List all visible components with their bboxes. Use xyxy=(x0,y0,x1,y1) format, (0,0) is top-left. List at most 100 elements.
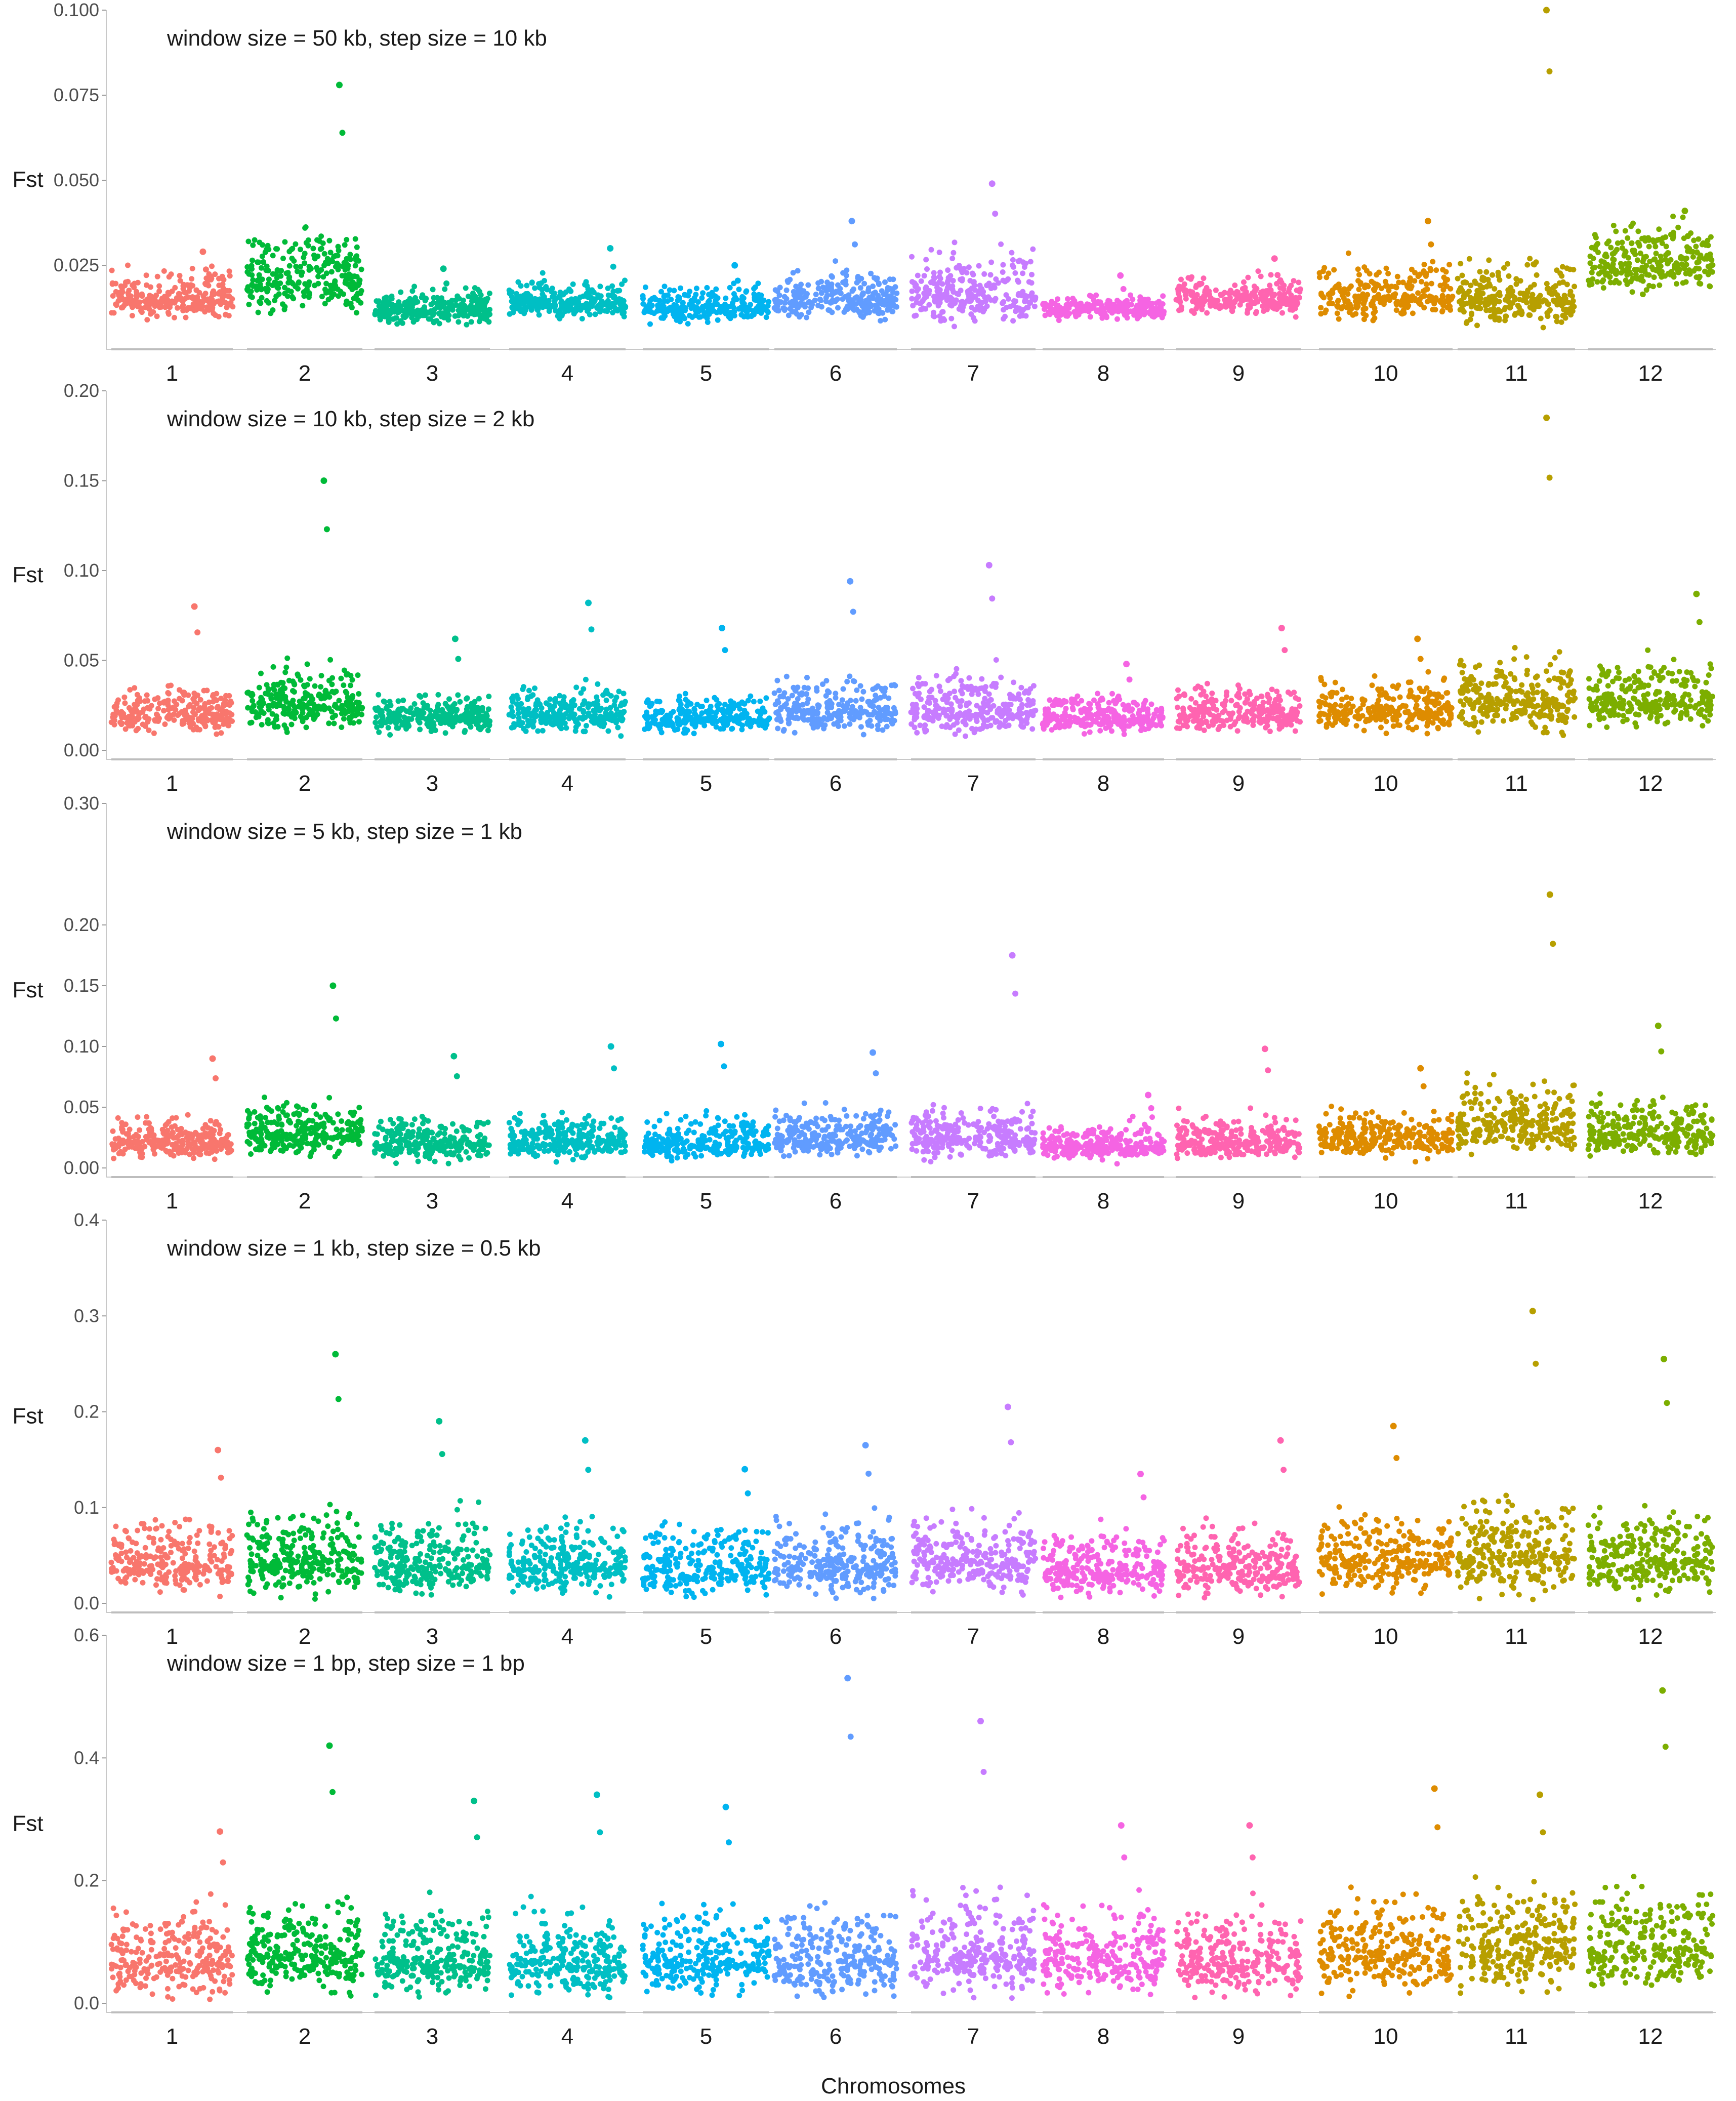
data-point xyxy=(1502,317,1508,324)
data-point xyxy=(1544,280,1550,287)
data-point xyxy=(923,257,929,263)
data-point xyxy=(311,252,317,258)
data-point xyxy=(536,302,543,308)
data-point xyxy=(352,236,358,242)
data-point xyxy=(1509,293,1515,299)
data-point xyxy=(138,308,144,314)
data-point xyxy=(941,292,947,298)
data-point xyxy=(598,723,604,729)
data-point xyxy=(191,705,197,711)
data-point xyxy=(544,287,550,293)
data-point xyxy=(322,301,328,307)
data-point xyxy=(1253,294,1259,300)
data-point xyxy=(1696,256,1702,262)
data-point xyxy=(841,723,847,729)
data-point xyxy=(1430,259,1436,265)
data-point xyxy=(618,297,624,303)
data-point xyxy=(739,305,745,311)
data-point xyxy=(422,295,428,301)
data-point xyxy=(301,293,307,299)
data-point xyxy=(1279,298,1286,304)
data-point xyxy=(299,715,305,721)
data-point xyxy=(190,726,196,733)
data-point xyxy=(570,697,576,703)
data-point xyxy=(1374,272,1380,278)
data-point xyxy=(299,272,305,278)
data-point xyxy=(421,710,427,716)
data-point xyxy=(1610,222,1617,228)
data-point xyxy=(605,728,611,734)
data-point xyxy=(960,308,966,314)
data-point xyxy=(949,256,956,261)
y-tick-label: 0.05 xyxy=(64,650,99,671)
data-point xyxy=(175,712,181,718)
data-point xyxy=(884,307,890,313)
data-point xyxy=(133,708,139,714)
data-point xyxy=(308,266,314,272)
data-point xyxy=(613,719,619,725)
data-point xyxy=(958,678,964,684)
data-point xyxy=(887,276,893,282)
data-point xyxy=(754,719,760,725)
data-point xyxy=(177,273,183,278)
data-point xyxy=(249,272,255,278)
data-point xyxy=(1268,272,1274,278)
data-point xyxy=(1020,307,1026,313)
data-point xyxy=(250,277,256,283)
data-point xyxy=(1003,304,1009,310)
data-point xyxy=(1316,274,1322,280)
data-point xyxy=(1181,281,1187,287)
data-point xyxy=(289,294,295,300)
data-point xyxy=(1632,252,1638,257)
data-point xyxy=(284,655,291,661)
data-point xyxy=(1401,303,1408,309)
data-point xyxy=(282,239,288,245)
data-point xyxy=(1608,245,1614,251)
data-point xyxy=(1527,256,1533,262)
data-point xyxy=(134,300,140,306)
data-point xyxy=(312,683,318,689)
data-point xyxy=(1474,292,1479,298)
data-point xyxy=(162,721,168,727)
data-point xyxy=(153,301,159,307)
data-point xyxy=(374,714,379,720)
data-point xyxy=(748,302,753,308)
data-point xyxy=(1613,271,1619,277)
data-point xyxy=(434,304,440,309)
data-point xyxy=(597,284,603,290)
data-point xyxy=(797,286,803,292)
data-point xyxy=(1279,310,1285,316)
data-point xyxy=(332,278,338,284)
data-point xyxy=(1423,281,1429,287)
data-point xyxy=(1389,284,1394,290)
data-point xyxy=(1652,244,1659,250)
data-point xyxy=(1644,272,1650,278)
data-point xyxy=(304,682,310,688)
data-point xyxy=(1415,273,1421,279)
data-point xyxy=(189,276,195,282)
data-point xyxy=(1520,291,1526,297)
data-point xyxy=(816,716,822,722)
data-point xyxy=(649,296,655,302)
data-point xyxy=(1428,241,1434,248)
data-point xyxy=(612,300,618,306)
data-point xyxy=(326,694,333,700)
data-point xyxy=(970,272,976,278)
data-point xyxy=(1271,292,1277,298)
data-point xyxy=(614,288,621,294)
data-point xyxy=(1361,264,1368,270)
data-point xyxy=(347,714,352,720)
data-point xyxy=(1657,282,1663,288)
data-point xyxy=(434,714,440,720)
data-point xyxy=(208,277,214,282)
data-point xyxy=(591,708,596,714)
data-point xyxy=(258,670,264,676)
data-point xyxy=(1176,284,1182,290)
data-point xyxy=(587,301,593,307)
data-point xyxy=(1030,246,1036,252)
data-point xyxy=(840,270,846,276)
data-point xyxy=(840,296,846,302)
data-point xyxy=(309,710,315,716)
data-point xyxy=(115,697,121,703)
data-point xyxy=(538,280,544,286)
